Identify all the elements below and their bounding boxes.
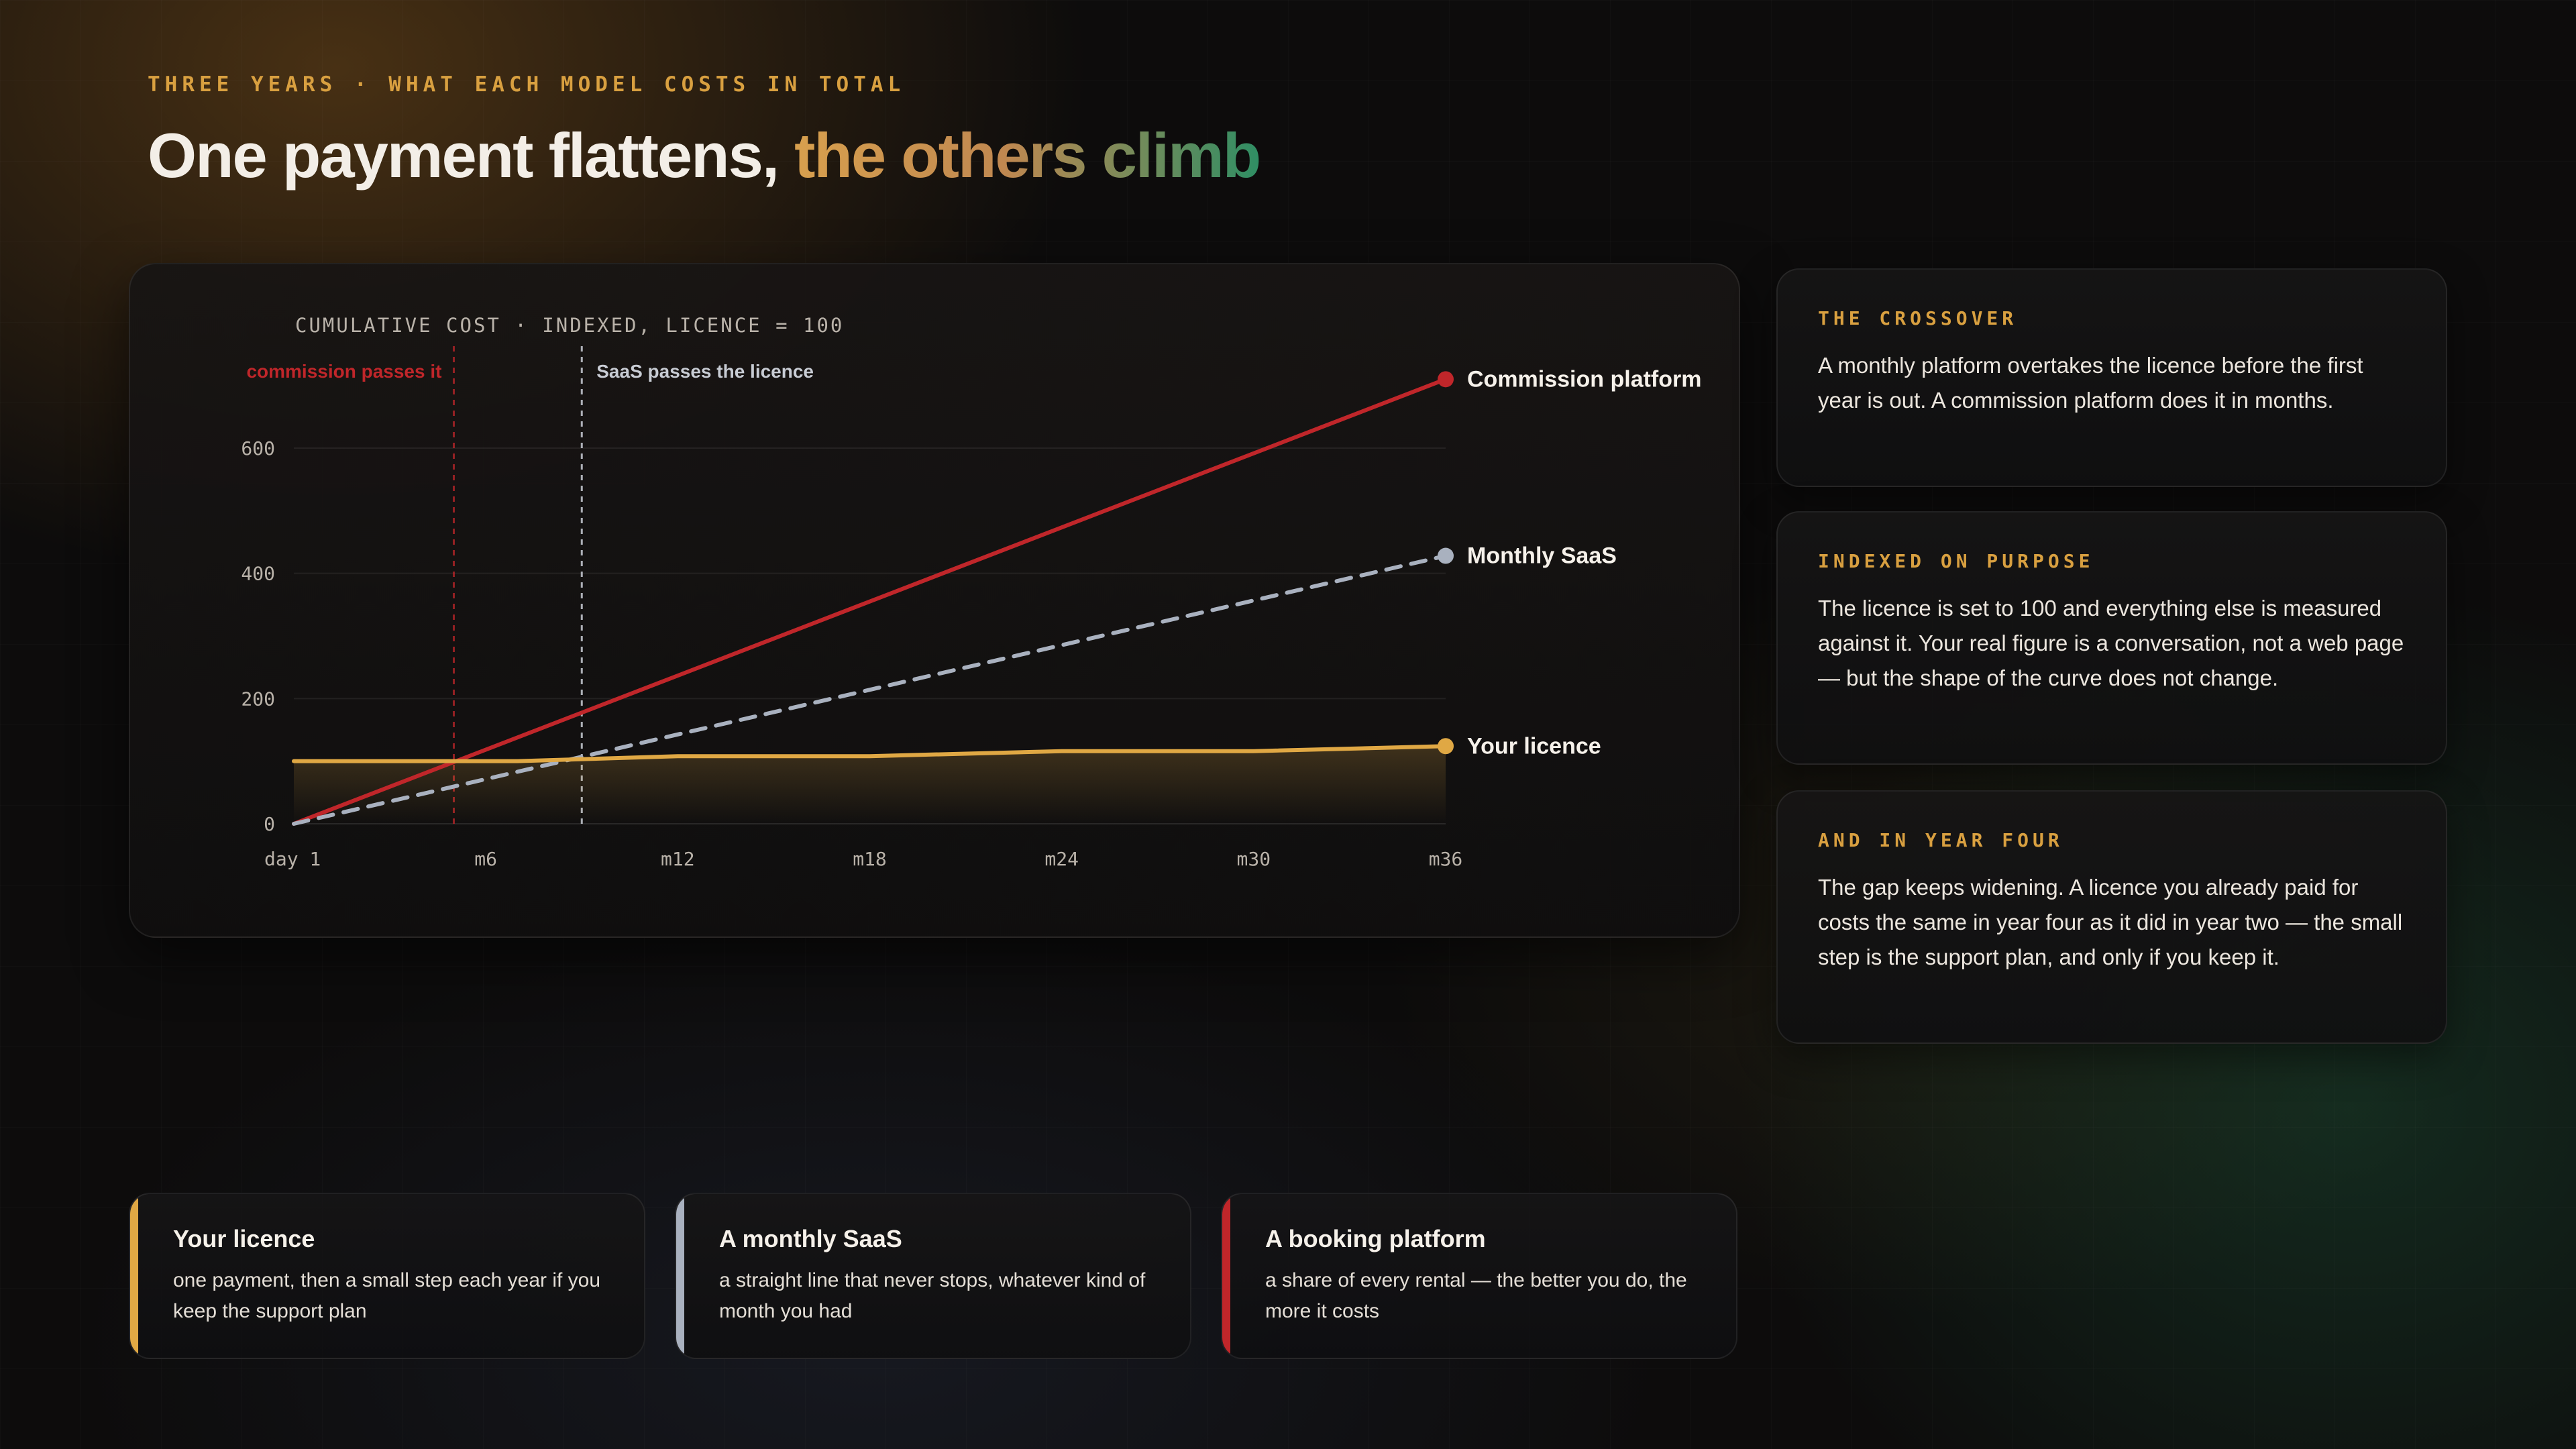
side-card-year-four: AND IN YEAR FOUR The gap keeps widening.…	[1776, 790, 2447, 1044]
side-card-crossover: THE CROSSOVER A monthly platform overtak…	[1776, 268, 2447, 487]
legend-accent-bar	[130, 1194, 138, 1358]
side-card-kicker: THE CROSSOVER	[1818, 307, 2018, 329]
licence-area	[294, 746, 1446, 824]
y-tick-label: 600	[241, 437, 275, 460]
chart-title: CUMULATIVE COST · INDEXED, LICENCE = 100	[295, 314, 844, 337]
legend-card-title: A booking platform	[1265, 1225, 1486, 1252]
series-label: Your licence	[1467, 733, 1601, 759]
series-line-commission-platform	[292, 377, 1448, 826]
legend-card-title: Your licence	[173, 1225, 315, 1252]
legend-card-licence: Your licence one payment, then a small s…	[129, 1193, 645, 1359]
legend-card-title: A monthly SaaS	[719, 1225, 902, 1252]
legend-card-body: a share of every rental — the better you…	[1265, 1269, 1687, 1322]
x-tick-label: m6	[474, 848, 497, 870]
legend-card-body: one payment, then a small step each year…	[173, 1269, 601, 1322]
series-line-your-licence	[292, 744, 1448, 763]
x-tick-label: m18	[853, 848, 887, 870]
x-tick-label: m24	[1044, 848, 1079, 870]
side-card-body: A monthly platform overtakes the licence…	[1818, 353, 2363, 413]
series-endpoint	[1438, 547, 1454, 564]
y-tick-label: 0	[264, 813, 275, 835]
side-card-kicker: AND IN YEAR FOUR	[1818, 829, 2063, 851]
y-tick-label: 400	[241, 563, 275, 585]
annotation-label: commission passes it	[246, 361, 441, 382]
x-tick-label: day 1	[264, 848, 321, 870]
chart-card: CUMULATIVE COST · INDEXED, LICENCE = 100…	[129, 263, 1740, 938]
legend-card-booking: A booking platform a share of every rent…	[1221, 1193, 1737, 1359]
series-endpoint	[1438, 738, 1454, 755]
title-plain: One payment flattens,	[148, 120, 780, 191]
x-tick-label: m36	[1429, 848, 1463, 870]
side-card-kicker: INDEXED ON PURPOSE	[1818, 550, 2094, 572]
x-tick-label: m30	[1237, 848, 1271, 870]
page-title: One payment flattens, the others climb	[148, 119, 1261, 192]
cumulative-cost-chart: CUMULATIVE COST · INDEXED, LICENCE = 100…	[241, 314, 1701, 870]
legend-card-body: a straight line that never stops, whatev…	[719, 1269, 1146, 1322]
legend-accent-bar	[676, 1194, 684, 1358]
eyebrow-label: THREE YEARS · WHAT EACH MODEL COSTS IN T…	[148, 72, 906, 97]
legend-card-saas: A monthly SaaS a straight line that neve…	[675, 1193, 1191, 1359]
side-card-body: The licence is set to 100 and everything…	[1818, 596, 2404, 690]
side-card-body: The gap keeps widening. A licence you al…	[1818, 875, 2403, 969]
series-line-monthly-saas	[292, 553, 1448, 826]
x-tick-label: m12	[661, 848, 695, 870]
annotation-label: SaaS passes the licence	[596, 361, 814, 382]
series-endpoint	[1438, 371, 1454, 388]
y-tick-label: 200	[241, 688, 275, 710]
series-label: Commission platform	[1467, 366, 1701, 392]
side-card-indexed: INDEXED ON PURPOSE The licence is set to…	[1776, 511, 2447, 765]
title-accent: the others climb	[794, 120, 1261, 191]
legend-accent-bar	[1222, 1194, 1230, 1358]
series-label: Monthly SaaS	[1467, 543, 1617, 569]
